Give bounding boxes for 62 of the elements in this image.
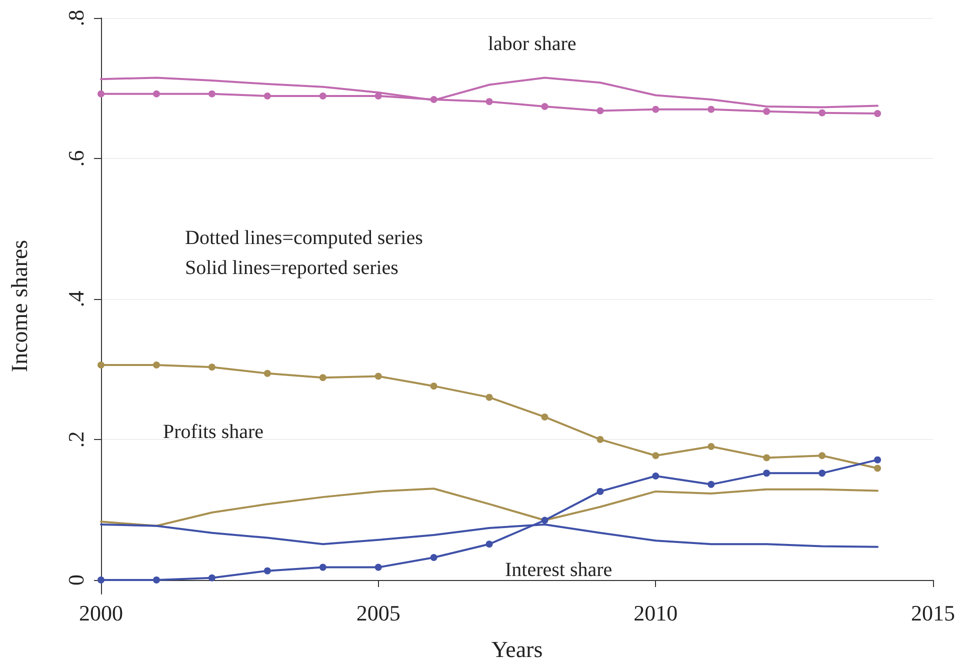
point xyxy=(541,413,548,420)
annotation: Interest share xyxy=(505,559,612,581)
point xyxy=(98,576,104,584)
point xyxy=(319,374,326,382)
x-tick-label: 2015 xyxy=(911,600,955,626)
point xyxy=(98,362,104,369)
x-tick-label: 2010 xyxy=(634,600,678,626)
point xyxy=(652,452,660,460)
point xyxy=(430,554,438,561)
annotation: Dotted lines=computed series xyxy=(185,227,424,249)
x-tick-label: 2000 xyxy=(79,600,123,626)
point xyxy=(874,110,882,118)
line-series xyxy=(100,488,879,527)
point xyxy=(486,394,493,401)
point xyxy=(208,364,216,371)
point xyxy=(152,576,160,584)
point xyxy=(596,436,604,443)
point xyxy=(818,470,826,477)
point xyxy=(763,454,770,462)
point xyxy=(152,90,160,98)
y-tick-label: .2 xyxy=(64,431,88,448)
y-tick-label: .4 xyxy=(64,290,88,308)
point xyxy=(430,382,438,390)
point xyxy=(264,370,271,377)
point xyxy=(596,107,604,114)
y-tick-label: .8 xyxy=(64,10,88,26)
point xyxy=(874,456,882,464)
point xyxy=(152,362,160,369)
annotation: Solid lines=reported series xyxy=(185,257,399,279)
point xyxy=(264,92,271,100)
point xyxy=(708,442,715,450)
point xyxy=(374,92,382,100)
point xyxy=(818,109,826,116)
point xyxy=(763,108,770,115)
point xyxy=(763,470,770,477)
point xyxy=(874,464,882,472)
point xyxy=(708,106,715,113)
point xyxy=(486,540,493,548)
annotation: labor share xyxy=(488,33,576,55)
point xyxy=(264,567,271,574)
point xyxy=(652,106,660,113)
point xyxy=(541,516,548,524)
point xyxy=(818,452,826,460)
point xyxy=(319,92,326,100)
point xyxy=(374,564,382,571)
point xyxy=(208,574,216,582)
point xyxy=(486,98,493,106)
point xyxy=(652,472,660,480)
point xyxy=(98,90,104,98)
y-tick-label: .6 xyxy=(64,150,88,167)
point xyxy=(541,103,548,110)
x-axis-title: Years xyxy=(491,637,543,662)
point xyxy=(319,564,326,571)
y-tick-label: 0 xyxy=(64,574,88,586)
point xyxy=(708,480,715,488)
x-tick-label: 2005 xyxy=(356,600,400,626)
point xyxy=(374,372,382,380)
point xyxy=(208,90,216,98)
annotation: Profits share xyxy=(163,421,264,443)
y-axis-title: Income shares xyxy=(7,240,32,372)
point xyxy=(430,96,438,103)
point xyxy=(596,488,604,495)
